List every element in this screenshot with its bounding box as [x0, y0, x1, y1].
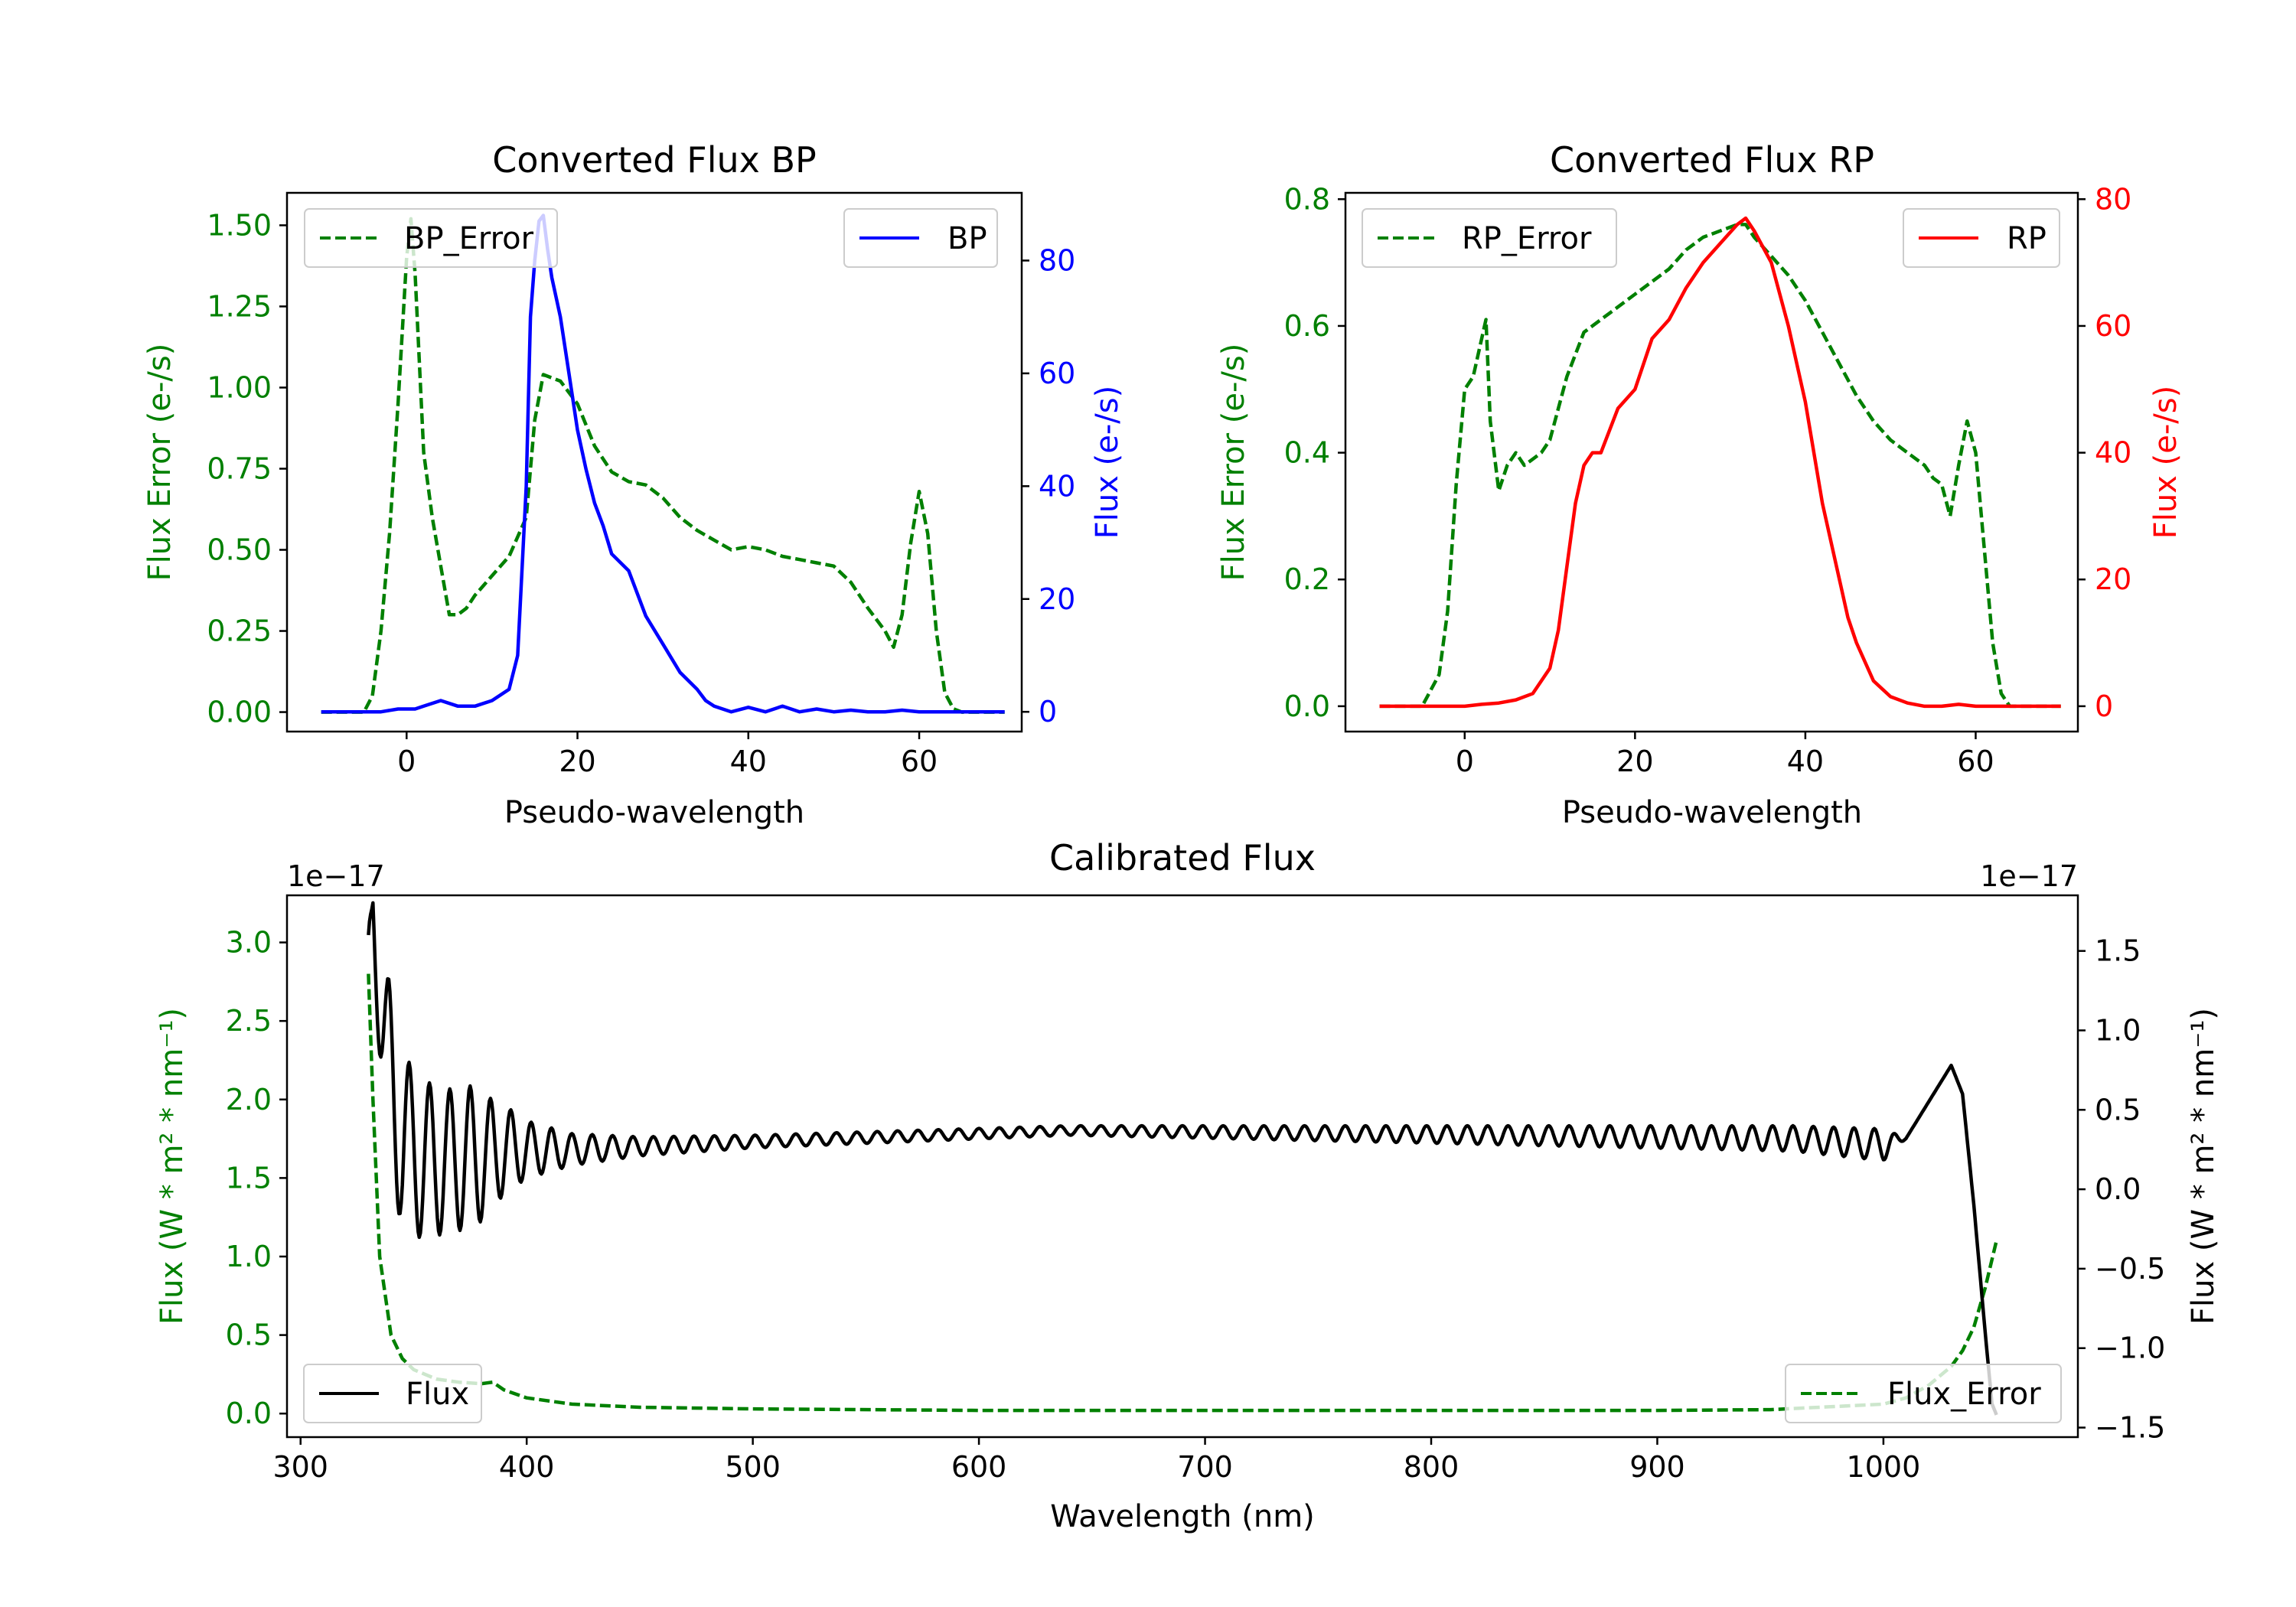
rp-panel: Converted Flux RP 0 20 40 60 0.0 0.2 0.4 0.6 0.8… [1216, 139, 2183, 830]
bp-ytick-right-label: 0 [1039, 695, 1057, 729]
calibrated-xlabel: Wavelength (nm) [1050, 1499, 1315, 1534]
bp-series-bp-error [321, 217, 1005, 714]
calibrated-series-flux [367, 901, 1998, 1416]
rp-ytick-right-label: 20 [2095, 562, 2131, 596]
bp-ytick-right-label: 20 [1039, 582, 1075, 616]
calibrated-xtick-label: 600 [951, 1450, 1007, 1484]
calibrated-ytick-left-label: 0.0 [226, 1397, 272, 1430]
calibrated-legend-error-label: Flux_Error [1887, 1377, 2041, 1412]
calibrated-panel: Calibrated Flux 1e−17 1e−17 300 400 500 600… [155, 837, 2221, 1534]
bp-title: Converted Flux BP [492, 139, 817, 181]
rp-ylabel-left: Flux Error (e-/s) [1216, 344, 1251, 582]
calibrated-ytick-right-label: 0.5 [2095, 1093, 2141, 1126]
rp-plot-frame [1344, 191, 2079, 733]
rp-series-rp-error [1379, 223, 2061, 709]
calibrated-xtick-label: 500 [725, 1450, 781, 1484]
calibrated-title: Calibrated Flux [1049, 837, 1316, 878]
bp-legend-right: BP [843, 208, 998, 268]
rp-xtick-label: 0 [1456, 745, 1474, 778]
bp-legend-error-label: BP_Error [404, 221, 534, 256]
calibrated-plot-frame [285, 894, 2079, 1439]
bp-ytick-left-label: 0.00 [207, 696, 272, 729]
calibrated-xtick-label: 300 [272, 1450, 328, 1484]
rp-xtick-label: 60 [1957, 745, 1994, 778]
bp-xtick-label: 20 [559, 745, 595, 778]
calibrated-ytick-left-label: 1.5 [226, 1161, 272, 1195]
calibrated-offset-left: 1e−17 [287, 859, 385, 893]
bp-plot-frame [285, 191, 1023, 733]
rp-legend-error-label: RP_Error [1462, 221, 1592, 256]
rp-ylabel-right: Flux (e-/s) [2148, 386, 2183, 539]
rp-xtick-label: 40 [1787, 745, 1824, 778]
bp-ylabel-left: Flux Error (e-/s) [142, 344, 178, 582]
calibrated-ytick-right-label: 1.5 [2095, 934, 2141, 968]
rp-ytick-left-label: 0.4 [1284, 436, 1330, 470]
rp-legend-right: RP [1903, 208, 2060, 268]
calibrated-xtick-label: 700 [1177, 1450, 1233, 1484]
calibrated-ytick-left-label: 2.0 [226, 1083, 272, 1116]
calibrated-xtick-label: 900 [1629, 1450, 1685, 1484]
bp-ytick-left-label: 1.00 [207, 370, 272, 404]
bp-ylabel-right: Flux (e-/s) [1090, 386, 1125, 539]
calibrated-legend-flux-label: Flux [406, 1377, 469, 1412]
calibrated-offset-right: 1e−17 [1980, 859, 2078, 893]
bp-xlabel: Pseudo-wavelength [504, 795, 804, 830]
rp-ytick-right-label: 60 [2095, 309, 2131, 343]
bp-ytick-right-label: 40 [1039, 469, 1075, 503]
bp-ytick-left-label: 1.50 [207, 208, 272, 242]
bp-legend-left: BP_Error [304, 208, 558, 268]
rp-ytick-right-label: 80 [2095, 182, 2131, 216]
calibrated-series-flux-error [367, 973, 1998, 1413]
rp-ytick-left-label: 0.8 [1284, 182, 1330, 216]
calibrated-legend-left: Flux [303, 1364, 482, 1423]
rp-series-rp [1379, 216, 2061, 709]
calibrated-xtick-label: 1000 [1847, 1450, 1921, 1484]
bp-ytick-right-label: 80 [1039, 243, 1075, 277]
calibrated-xtick-label: 400 [499, 1450, 555, 1484]
calibrated-ytick-right-label: −1.0 [2095, 1332, 2165, 1365]
rp-legend-left: RP_Error [1362, 208, 1617, 268]
bp-legend-flux-label: BP [947, 221, 987, 256]
rp-ytick-left-label: 0.2 [1284, 562, 1330, 596]
calibrated-legend-right: Flux_Error [1785, 1364, 2062, 1423]
bp-xtick-label: 40 [730, 745, 767, 778]
calibrated-ytick-left-label: 0.5 [226, 1319, 272, 1352]
calibrated-ylabel-right: Flux (W * m² * nm⁻¹) [2186, 1008, 2221, 1325]
rp-legend-flux-label: RP [2007, 221, 2047, 256]
bp-ytick-left-label: 0.50 [207, 533, 272, 567]
rp-ytick-left-label: 0.6 [1284, 309, 1330, 343]
calibrated-ytick-left-label: 2.5 [226, 1004, 272, 1038]
bp-ytick-left-label: 0.25 [207, 614, 272, 648]
rp-ytick-right-label: 0 [2095, 689, 2113, 723]
calibrated-ytick-left-label: 3.0 [226, 926, 272, 960]
bp-panel: Converted Flux BP 0 20 40 60 0.00 0.25 0.50 0.7… [142, 139, 1125, 830]
rp-ytick-left-label: 0.0 [1284, 689, 1330, 723]
calibrated-ytick-left-label: 1.0 [226, 1240, 272, 1273]
bp-xtick-label: 0 [397, 745, 416, 778]
rp-xlabel: Pseudo-wavelength [1562, 795, 1862, 830]
bp-xtick-label: 60 [901, 745, 938, 778]
calibrated-ytick-right-label: 1.0 [2095, 1013, 2141, 1047]
calibrated-ylabel-left: Flux (W * m² * nm⁻¹) [155, 1008, 190, 1325]
bp-ytick-left-label: 1.25 [207, 289, 272, 323]
calibrated-xtick-label: 800 [1404, 1450, 1459, 1484]
rp-ytick-right-label: 40 [2095, 436, 2131, 470]
calibrated-ytick-right-label: −1.5 [2095, 1411, 2165, 1445]
bp-ytick-left-label: 0.75 [207, 451, 272, 485]
bp-series-bp [321, 214, 1005, 714]
bp-ytick-right-label: 60 [1039, 357, 1075, 390]
calibrated-ytick-right-label: −0.5 [2095, 1252, 2165, 1286]
rp-xtick-label: 20 [1616, 745, 1653, 778]
calibrated-ytick-right-label: 0.0 [2095, 1172, 2141, 1206]
rp-title: Converted Flux RP [1550, 139, 1874, 181]
